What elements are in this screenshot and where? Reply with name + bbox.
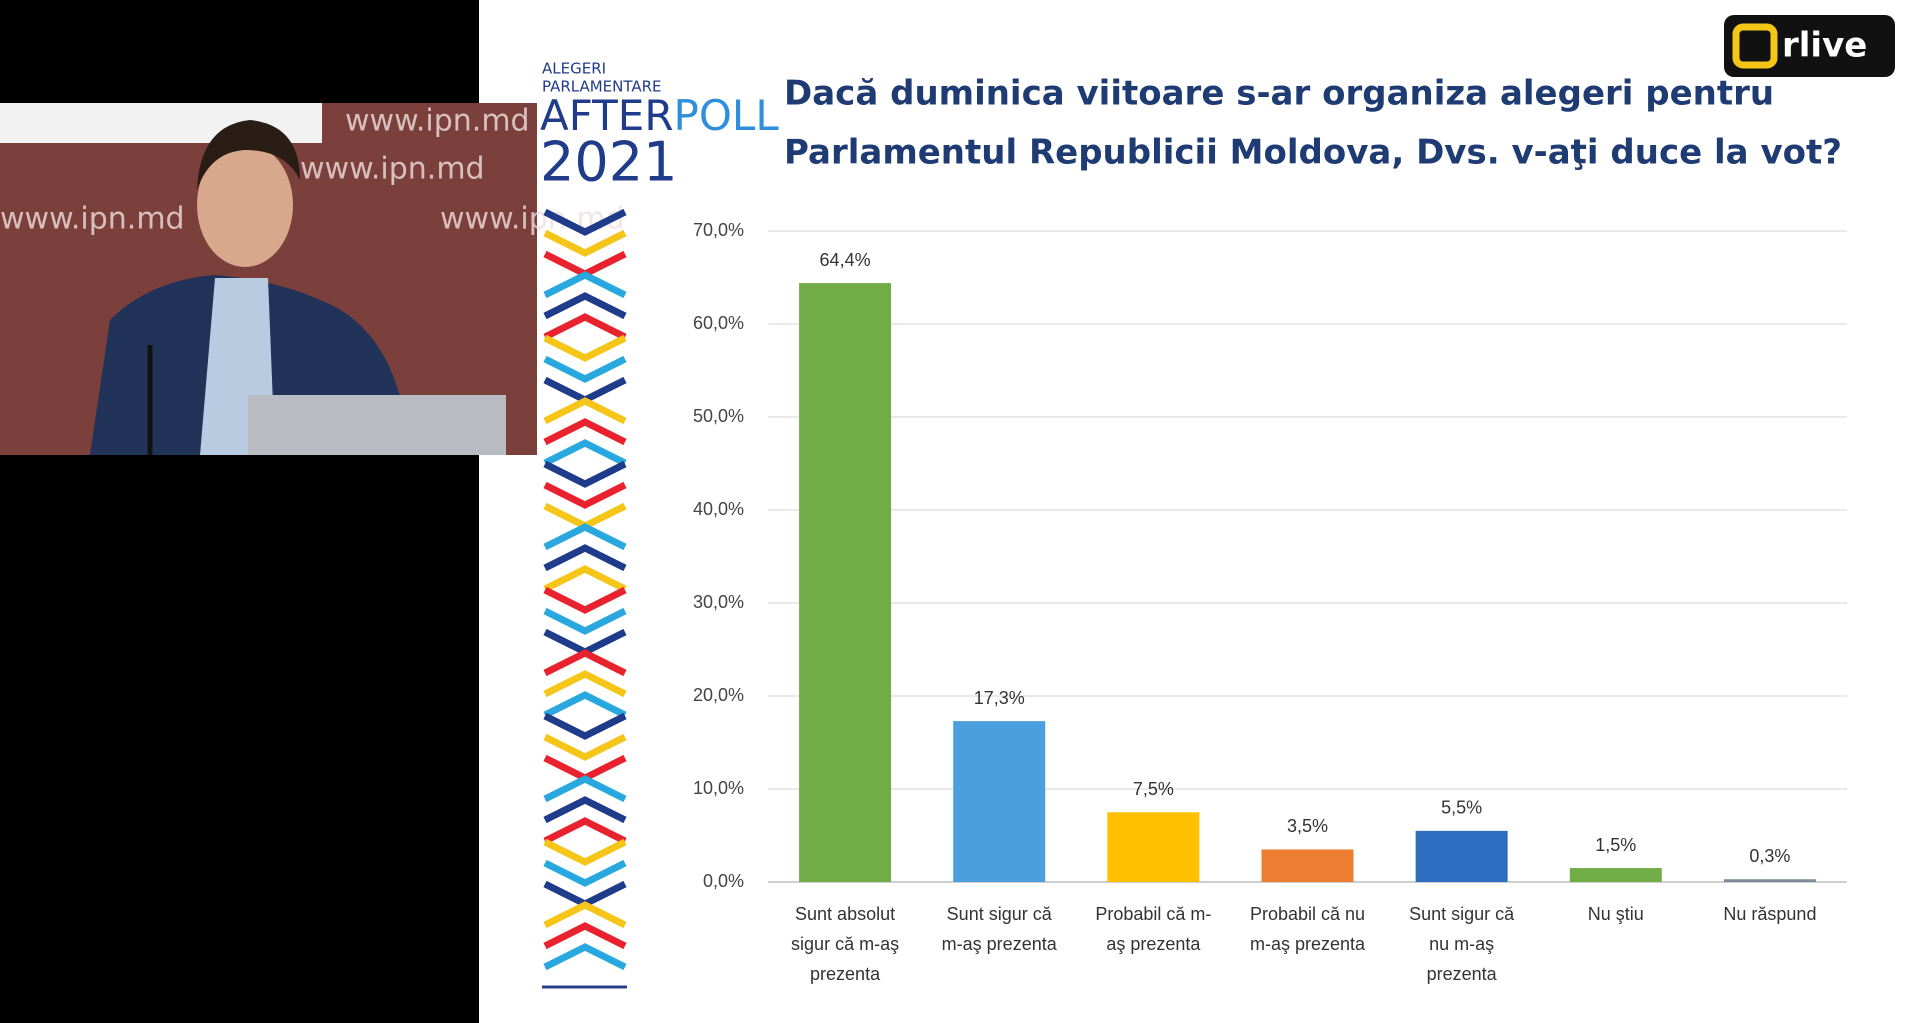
stripe <box>543 418 627 446</box>
stripe <box>543 397 627 425</box>
logo-poll: POLL <box>674 91 780 140</box>
y-tick-label: 50,0% <box>693 406 744 426</box>
stripe <box>543 355 627 383</box>
stripe <box>543 271 627 299</box>
stripe <box>543 208 627 236</box>
value-label: 5,5% <box>1441 798 1482 818</box>
stripe <box>543 901 627 929</box>
stripe <box>543 523 627 551</box>
stripe <box>543 607 627 635</box>
y-tick-label: 0,0% <box>703 871 744 891</box>
bar <box>1723 879 1816 882</box>
value-label: 3,5% <box>1287 816 1328 836</box>
x-tick-label: Nu răspund <box>1723 904 1816 924</box>
logo-line: ALEGERI <box>542 60 606 78</box>
x-tick-label: Sunt sigur că nu m-aş prezenta <box>1409 904 1515 984</box>
stripe <box>543 859 627 887</box>
stripe <box>543 565 627 593</box>
channel-logo: rlive <box>1724 15 1895 77</box>
bar <box>1261 849 1354 882</box>
value-label: 0,3% <box>1749 846 1790 866</box>
logo-afterpoll: AFTERPOLL <box>540 91 779 140</box>
logo-after: AFTER <box>540 91 674 140</box>
stripe <box>543 544 627 572</box>
watermark: www.ipn.md <box>300 152 485 187</box>
bar <box>1415 830 1508 882</box>
x-tick-label: Sunt absolut sigur că m-aş prezenta <box>791 904 899 984</box>
x-tick-label: Sunt sigur că m-aş prezenta <box>942 904 1058 954</box>
plot: 0,0% 10,0% 20,0% 30,0% 40,0% 50,0% 60,0% 70,0% 6… <box>693 220 1847 984</box>
stripe <box>543 922 627 950</box>
bar <box>1107 812 1200 882</box>
stripe <box>543 691 627 719</box>
channel-logo-text: rlive <box>1782 26 1867 66</box>
stripe <box>543 649 627 677</box>
person-head <box>197 143 293 267</box>
logo-line: PARLAMENTARE <box>542 78 662 96</box>
stripe <box>543 943 627 971</box>
afterpoll-logo: ALEGERI PARLAMENTARE AFTERPOLL 2021 <box>540 60 779 989</box>
stripe <box>543 334 627 362</box>
chart-title: Parlamentul Republicii Moldova, Dvs. v-a… <box>784 133 1842 173</box>
chart-title: Dacă duminica viitoare s-ar organiza ale… <box>784 74 1774 114</box>
stripe <box>543 775 627 803</box>
stripe <box>543 481 627 509</box>
laptop <box>248 395 506 455</box>
stripe <box>543 670 627 698</box>
logo-year: 2021 <box>540 131 677 194</box>
value-label: 64,4% <box>820 250 871 270</box>
bar <box>1569 868 1662 882</box>
bar <box>953 721 1046 882</box>
y-tick-label: 70,0% <box>693 220 744 240</box>
person-hair <box>197 120 300 190</box>
x-tick-label: Probabil că nu m-aş prezenta <box>1250 904 1366 954</box>
stripe <box>543 817 627 845</box>
y-tick-label: 40,0% <box>693 499 744 519</box>
watermark: www.ipn.md <box>440 202 625 237</box>
x-tick-label: Probabil că m-aş prezenta <box>1095 904 1211 954</box>
stripe <box>543 712 627 740</box>
value-label: 1,5% <box>1595 835 1636 855</box>
stripe <box>543 586 627 614</box>
stripe <box>543 460 627 488</box>
bar <box>799 283 892 883</box>
stripe <box>543 292 627 320</box>
stripe <box>543 313 627 341</box>
logo-stripes <box>542 208 627 989</box>
value-label: 17,3% <box>974 688 1025 708</box>
y-tick-label: 10,0% <box>693 778 744 798</box>
y-tick-label: 60,0% <box>693 313 744 333</box>
stripe <box>543 229 627 257</box>
y-tick-label: 20,0% <box>693 685 744 705</box>
stripe <box>543 733 627 761</box>
watermark: www.ipn.md <box>345 104 530 139</box>
channel-logo-icon <box>1732 23 1778 69</box>
video-inset: www.ipn.md www.ipn.md www.ipn.md www.ipn… <box>0 103 625 455</box>
y-tick-label: 30,0% <box>693 592 744 612</box>
value-label: 7,5% <box>1133 779 1174 799</box>
stripe <box>543 796 627 824</box>
x-tick-label: Nu ştiu <box>1588 904 1644 924</box>
stripe <box>543 439 627 467</box>
stripe <box>543 838 627 866</box>
watermark: www.ipn.md <box>0 202 185 237</box>
